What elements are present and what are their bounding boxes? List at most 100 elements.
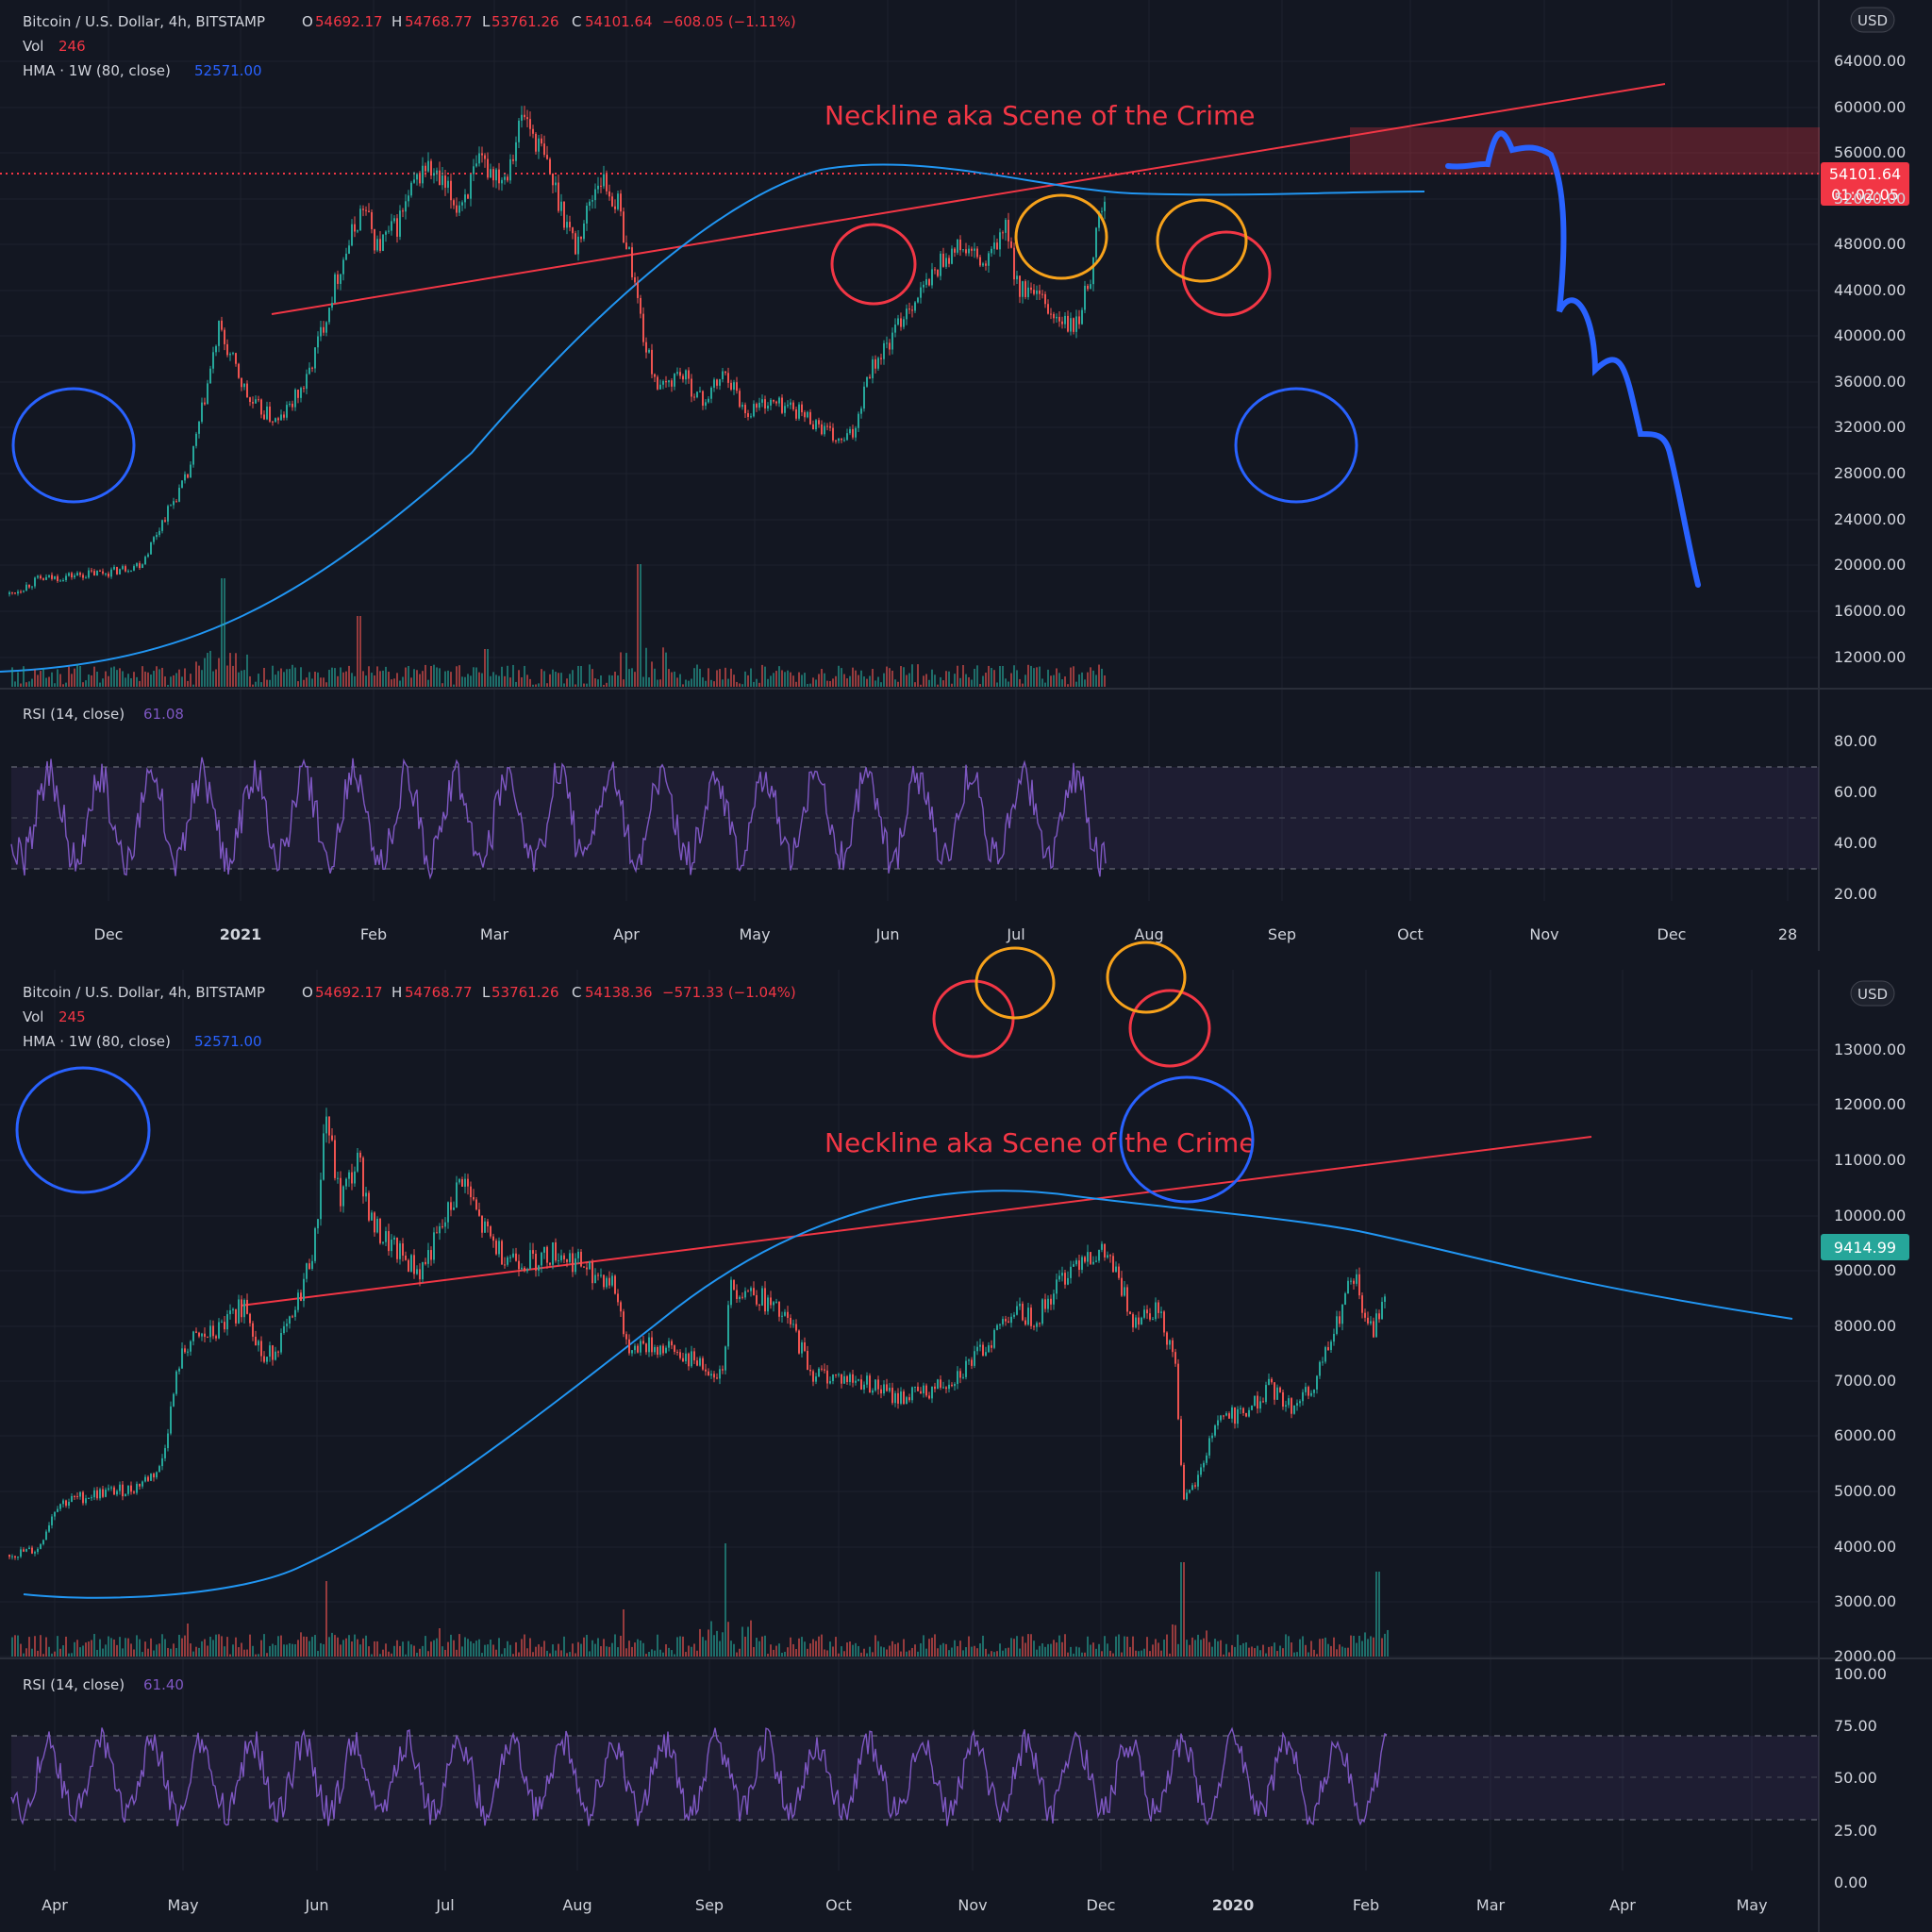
candle-body bbox=[691, 378, 692, 397]
volume-bar bbox=[597, 679, 599, 687]
volume-bar bbox=[1296, 1652, 1298, 1657]
ohlc-close-value-top: 54101.64 bbox=[585, 13, 653, 30]
candle-body bbox=[1067, 315, 1069, 332]
volume-bar bbox=[572, 670, 574, 687]
bottom-time-axis[interactable]: Apr May Jun Jul Aug Sep Oct Nov Dec 2020 Feb Mar Apr… bbox=[42, 1896, 1767, 1914]
volume-bar bbox=[433, 1640, 435, 1657]
volume-bar bbox=[541, 669, 542, 687]
currency-toggle-top[interactable]: USD bbox=[1850, 7, 1895, 33]
candle-body bbox=[507, 176, 508, 181]
volume-bar bbox=[1002, 1650, 1004, 1657]
candle-body bbox=[396, 1237, 398, 1259]
candle-body bbox=[1208, 1438, 1210, 1456]
volume-bar bbox=[1036, 1649, 1038, 1657]
candle-body bbox=[821, 424, 823, 435]
candle-body bbox=[724, 371, 726, 374]
volume-bar bbox=[255, 1654, 257, 1657]
candle-body bbox=[1087, 1252, 1089, 1262]
candle-body bbox=[164, 1448, 166, 1458]
candle-body bbox=[696, 1360, 698, 1366]
volume-bar bbox=[1050, 1643, 1052, 1657]
candle-body bbox=[1039, 1323, 1041, 1324]
y-tick-label: 52000.00 bbox=[1834, 190, 1906, 208]
volume-bar bbox=[212, 671, 214, 687]
volume-bar bbox=[716, 1630, 718, 1657]
volume-bar bbox=[110, 1638, 112, 1657]
volume-bar bbox=[787, 670, 789, 687]
volume-bar bbox=[682, 684, 684, 687]
candle-body bbox=[374, 1212, 375, 1233]
rsi-tick-label: 60.00 bbox=[1834, 783, 1877, 801]
candle-body bbox=[430, 1250, 432, 1260]
candle-body bbox=[1197, 1474, 1199, 1487]
volume-bar bbox=[906, 1651, 908, 1657]
currency-toggle-bottom[interactable]: USD bbox=[1850, 980, 1895, 1007]
currency-button-top[interactable]: USD bbox=[1857, 12, 1888, 29]
volume-bar bbox=[736, 1652, 738, 1657]
volume-bar bbox=[838, 1653, 840, 1657]
volume-bar bbox=[450, 672, 452, 687]
candle-body bbox=[1370, 1321, 1372, 1324]
volume-bar bbox=[674, 671, 675, 687]
volume-bar bbox=[337, 675, 339, 687]
bottom-chart-panel[interactable]: Neckline aka Scene of the Crime bbox=[0, 970, 1932, 1932]
candle-body bbox=[608, 191, 610, 197]
candle-body bbox=[1268, 1378, 1270, 1386]
volume-bar bbox=[1240, 1644, 1241, 1657]
candle-body bbox=[436, 1232, 438, 1234]
candle-body bbox=[549, 158, 551, 174]
candle-body bbox=[934, 1386, 936, 1390]
volume-bar bbox=[1271, 1646, 1273, 1657]
candle-body bbox=[821, 1368, 823, 1370]
volume-bar bbox=[136, 676, 138, 687]
candle-body bbox=[778, 1301, 780, 1317]
candle-body bbox=[453, 1208, 455, 1210]
volume-bar bbox=[657, 1634, 658, 1657]
ohlc-close-label-top: C bbox=[572, 13, 581, 30]
y-tick-label: 56000.00 bbox=[1834, 143, 1906, 161]
candle-body bbox=[59, 580, 61, 582]
top-price-axis[interactable]: 64000.0060000.0056000.0052000.0048000.00… bbox=[1834, 52, 1906, 666]
candle-body bbox=[631, 1350, 633, 1354]
volume-bar bbox=[147, 672, 149, 687]
top-chart-panel[interactable]: Neckline aka Scene of the Crime bbox=[0, 0, 1932, 970]
volume-bar bbox=[541, 1646, 542, 1657]
candle-body bbox=[1058, 1275, 1060, 1280]
candle-body bbox=[1016, 1306, 1018, 1315]
volume-bar bbox=[736, 681, 738, 687]
volume-bar bbox=[59, 1648, 61, 1657]
volume-bar bbox=[665, 1644, 667, 1657]
candle-body bbox=[323, 1133, 325, 1180]
volume-bar bbox=[937, 684, 939, 687]
candle-body bbox=[1078, 1260, 1080, 1271]
top-time-axis[interactable]: Dec 2021 Feb Mar Apr May Jun Jul Aug Sep Oct Nov Dec… bbox=[94, 925, 1798, 943]
candle-body bbox=[82, 1491, 84, 1504]
volume-bar bbox=[371, 673, 373, 687]
currency-button-top-bg[interactable] bbox=[1850, 7, 1895, 33]
candle-body bbox=[1041, 1299, 1043, 1324]
currency-button-bottom-bg[interactable] bbox=[1850, 980, 1895, 1007]
volume-bar bbox=[37, 1650, 39, 1657]
candle-body bbox=[430, 160, 432, 176]
candle-body bbox=[413, 179, 415, 183]
candle-body bbox=[985, 263, 987, 266]
volume-bar bbox=[82, 682, 84, 687]
volume-bar bbox=[218, 658, 220, 687]
volume-bar bbox=[790, 1637, 791, 1657]
candle-body bbox=[920, 1391, 922, 1394]
candle-body bbox=[577, 236, 579, 255]
volume-bar bbox=[226, 665, 228, 687]
bottom-price-axis[interactable]: 13000.0012000.0011000.0010000.009000.008… bbox=[1834, 1041, 1906, 1665]
volume-bar bbox=[1242, 1642, 1244, 1657]
currency-button-bottom[interactable]: USD bbox=[1857, 986, 1888, 1003]
rsi-value-bottom: 61.40 bbox=[143, 1676, 184, 1693]
volume-bar bbox=[430, 1641, 432, 1657]
candle-body bbox=[1384, 1296, 1386, 1302]
candle-body bbox=[951, 248, 953, 264]
volume-bar bbox=[1370, 1636, 1372, 1657]
candle-body bbox=[1024, 1320, 1026, 1325]
candle-body bbox=[974, 248, 975, 251]
rsi-tick-label: 100.00 bbox=[1834, 1665, 1887, 1683]
volume-bar bbox=[597, 1638, 599, 1657]
candle-body bbox=[951, 1384, 953, 1387]
